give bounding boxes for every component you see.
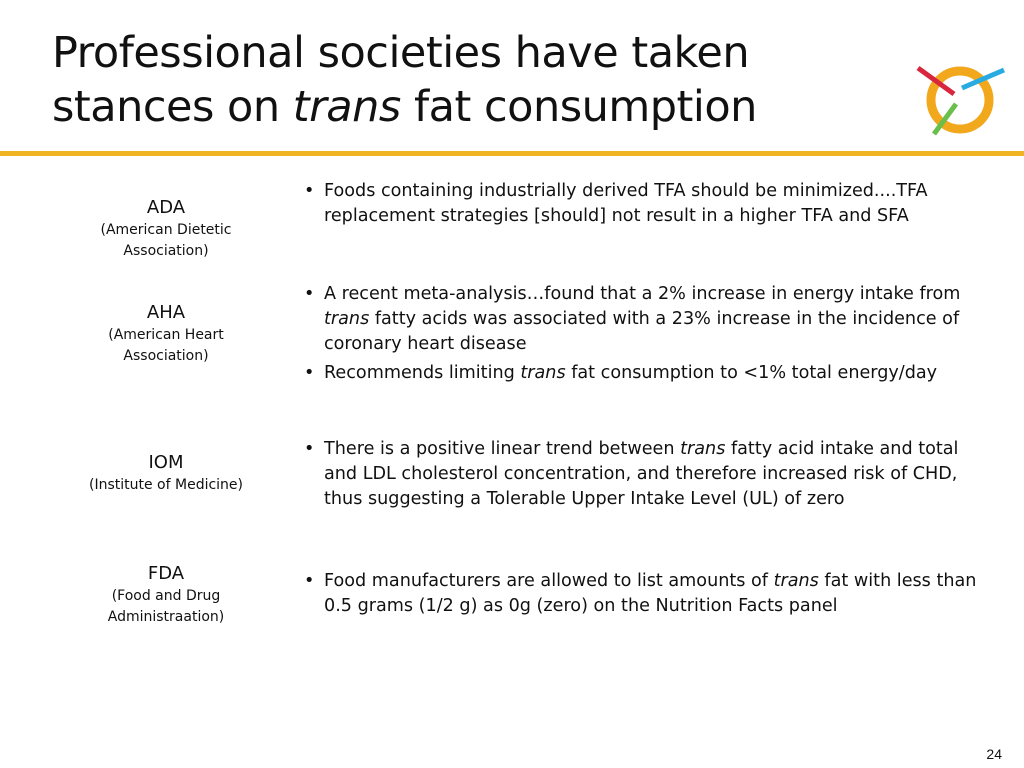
org-name: FDA — [147, 563, 185, 584]
title-line: Professional societies have taken — [52, 26, 757, 80]
page-number: 24 — [986, 746, 1002, 762]
italic-run: trans — [292, 82, 402, 132]
bullet: A recent meta-analysis…found that a 2% i… — [304, 282, 980, 357]
italic-run: trans — [773, 571, 819, 591]
bullet: Recommends limiting trans fat consumptio… — [304, 361, 980, 386]
org-name: AHA — [146, 302, 186, 323]
text-run: Food manufacturers are allowed to list a… — [324, 571, 774, 591]
bullet: Foods containing industrially derived TF… — [304, 179, 980, 229]
logo-stroke — [961, 67, 1005, 91]
logo-stroke — [931, 102, 959, 136]
italic-run: trans — [520, 363, 566, 383]
title-line: stances on trans fat consumption — [52, 80, 757, 134]
italic-run: trans — [680, 439, 726, 459]
org-full-name: (American Dietetic — [100, 222, 232, 238]
text-run: Recommends limiting — [324, 363, 521, 383]
bullet: There is a positive linear trend between… — [304, 437, 980, 512]
text-run: Professional societies have taken — [52, 28, 750, 78]
text-run: There is a positive linear trend between — [324, 439, 681, 459]
org-full-name: (Institute of Medicine) — [89, 477, 243, 493]
org-name: ADA — [146, 197, 186, 218]
logo — [916, 65, 1005, 136]
org-full-name: Administraation) — [107, 609, 225, 625]
org-label: IOM (Institute of Medicine) — [60, 451, 272, 496]
slide-title: Professional societies have taken stances… — [52, 26, 757, 134]
org-label: ADA (American Dietetic Association) — [60, 196, 272, 262]
text-run: fat with less than 0.5 grams (1/2 g) as … — [324, 571, 977, 616]
org-full-name: Association) — [123, 243, 209, 259]
org-name: IOM — [148, 452, 184, 473]
org-full-name: Association) — [123, 348, 209, 364]
text-run: fat consumption — [400, 82, 757, 132]
title-rule — [0, 151, 1024, 156]
text-run: Foods containing industrially derived TF… — [324, 181, 928, 226]
bullet: Food manufacturers are allowed to list a… — [304, 569, 980, 619]
text-run: fatty acids was associated with a 23% in… — [324, 309, 960, 354]
italic-run: trans — [324, 309, 370, 329]
text-run: stances on — [52, 82, 293, 132]
org-full-name: (Food and Drug — [111, 588, 221, 604]
text-run: A recent meta-analysis…found that a 2% i… — [324, 284, 961, 304]
org-label: FDA (Food and Drug Administraation) — [60, 562, 272, 628]
org-label: AHA (American Heart Association) — [60, 301, 272, 367]
logo-ring — [926, 66, 994, 134]
org-full-name: (American Heart — [108, 327, 224, 343]
logo-stroke — [916, 65, 956, 97]
text-run: fatty acid intake and total and LDL chol… — [324, 439, 959, 509]
text-run: fat consumption to <1% total energy/day — [565, 363, 938, 383]
